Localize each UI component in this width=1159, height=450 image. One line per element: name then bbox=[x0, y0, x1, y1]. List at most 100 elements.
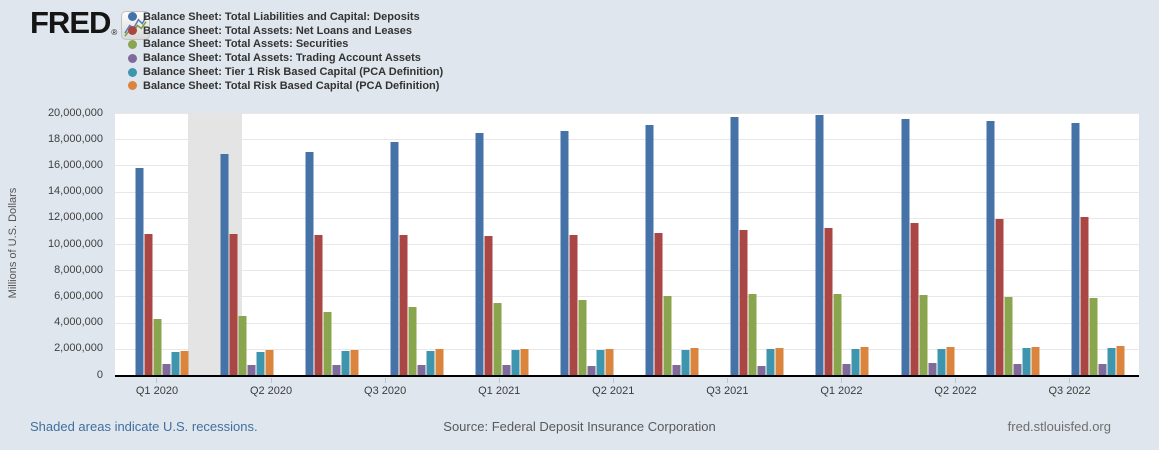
legend-item-4[interactable]: Balance Sheet: Tier 1 Risk Based Capital… bbox=[128, 65, 443, 79]
bar[interactable] bbox=[341, 351, 350, 375]
y-tick-label: 0 bbox=[96, 368, 103, 381]
y-tick-label: 12,000,000 bbox=[47, 211, 103, 224]
bar[interactable] bbox=[247, 365, 256, 375]
bar[interactable] bbox=[654, 233, 663, 375]
bar[interactable] bbox=[390, 142, 399, 375]
gridline bbox=[115, 348, 1139, 350]
bar[interactable] bbox=[1107, 348, 1116, 375]
bar[interactable] bbox=[815, 115, 824, 375]
bar[interactable] bbox=[435, 349, 444, 375]
bar[interactable] bbox=[332, 365, 341, 375]
legend-item-2[interactable]: Balance Sheet: Total Assets: Securities bbox=[128, 38, 443, 52]
bar[interactable] bbox=[417, 365, 426, 375]
bar[interactable] bbox=[1013, 364, 1022, 375]
bar[interactable] bbox=[1098, 364, 1107, 375]
legend-item-3[interactable]: Balance Sheet: Total Assets: Trading Acc… bbox=[128, 51, 443, 65]
bar[interactable] bbox=[910, 223, 918, 375]
bar[interactable] bbox=[153, 319, 162, 375]
legend-item-1[interactable]: Balance Sheet: Total Assets: Net Loans a… bbox=[128, 24, 443, 38]
bar[interactable] bbox=[475, 133, 484, 375]
bar[interactable] bbox=[824, 228, 833, 375]
bar[interactable] bbox=[730, 117, 739, 375]
bar[interactable] bbox=[220, 154, 229, 375]
gridline bbox=[115, 165, 1139, 167]
x-tick-mark bbox=[156, 378, 158, 383]
bar[interactable] bbox=[144, 234, 153, 375]
bar[interactable] bbox=[748, 294, 757, 375]
recession-note-link[interactable]: Shaded areas indicate U.S. recessions. bbox=[30, 419, 258, 434]
x-tick-label: Q1 2021 bbox=[478, 385, 521, 397]
bar[interactable] bbox=[399, 235, 408, 375]
bar[interactable] bbox=[766, 349, 775, 375]
bar[interactable] bbox=[238, 316, 247, 375]
bar[interactable] bbox=[1089, 298, 1098, 375]
legend-item-0[interactable]: Balance Sheet: Total Liabilities and Cap… bbox=[128, 10, 443, 24]
bar[interactable] bbox=[739, 230, 748, 375]
bar[interactable] bbox=[775, 348, 784, 375]
bar[interactable] bbox=[851, 349, 860, 375]
bar[interactable] bbox=[1116, 346, 1125, 375]
legend-label: Balance Sheet: Total Assets: Trading Acc… bbox=[143, 52, 421, 65]
bar[interactable] bbox=[229, 234, 238, 375]
bar-group-q2-2022 bbox=[901, 119, 954, 375]
bar[interactable] bbox=[426, 351, 435, 375]
bar[interactable] bbox=[937, 349, 945, 375]
site-link[interactable]: fred.stlouisfed.org bbox=[1007, 419, 1111, 434]
bar[interactable] bbox=[162, 364, 171, 375]
bar[interactable] bbox=[256, 352, 265, 375]
y-tick-label: 16,000,000 bbox=[47, 158, 103, 171]
bar[interactable] bbox=[995, 219, 1004, 375]
bar[interactable] bbox=[672, 365, 681, 375]
bar[interactable] bbox=[901, 119, 909, 375]
bar[interactable] bbox=[305, 152, 314, 375]
y-axis-tick-labels: 0 2,000,000 4,000,000 6,000,000 8,000,000 10,… bbox=[0, 107, 103, 381]
bar[interactable] bbox=[587, 366, 596, 375]
bar[interactable] bbox=[946, 347, 954, 375]
bar[interactable] bbox=[493, 303, 502, 375]
bar[interactable] bbox=[986, 121, 995, 375]
bar[interactable] bbox=[502, 365, 511, 375]
bar[interactable] bbox=[1071, 123, 1080, 375]
legend-item-5[interactable]: Balance Sheet: Total Risk Based Capital … bbox=[128, 79, 443, 93]
bar[interactable] bbox=[1022, 348, 1031, 375]
bar[interactable] bbox=[484, 236, 493, 375]
bar[interactable] bbox=[605, 349, 614, 375]
x-tick-mark bbox=[954, 378, 956, 383]
bar[interactable] bbox=[511, 350, 520, 375]
bar[interactable] bbox=[569, 235, 578, 375]
bar[interactable] bbox=[645, 125, 654, 375]
bar[interactable] bbox=[919, 295, 927, 375]
x-tick-mark bbox=[384, 378, 386, 383]
bar[interactable] bbox=[663, 296, 672, 375]
bar[interactable] bbox=[578, 300, 587, 375]
gridline bbox=[115, 217, 1139, 219]
bar[interactable] bbox=[314, 235, 323, 375]
bar[interactable] bbox=[560, 131, 569, 375]
bar[interactable] bbox=[690, 348, 699, 375]
bar[interactable] bbox=[171, 352, 180, 375]
legend-marker-icon bbox=[128, 67, 137, 77]
bar[interactable] bbox=[860, 347, 869, 375]
bar[interactable] bbox=[681, 350, 690, 375]
bar[interactable] bbox=[928, 363, 936, 375]
bar[interactable] bbox=[323, 312, 332, 375]
bar[interactable] bbox=[842, 364, 851, 375]
x-tick-mark bbox=[1069, 378, 1071, 383]
y-tick-label: 20,000,000 bbox=[47, 106, 103, 119]
bar[interactable] bbox=[757, 366, 766, 375]
legend-marker-icon bbox=[128, 81, 137, 91]
bar[interactable] bbox=[596, 350, 605, 375]
bar[interactable] bbox=[408, 307, 417, 375]
x-tick-label: Q2 2020 bbox=[249, 385, 293, 397]
bar[interactable] bbox=[833, 294, 842, 375]
bar[interactable] bbox=[350, 350, 359, 375]
bar[interactable] bbox=[1080, 217, 1089, 375]
bar[interactable] bbox=[180, 351, 189, 375]
bar[interactable] bbox=[1004, 297, 1013, 375]
bar[interactable] bbox=[265, 350, 274, 375]
bar[interactable] bbox=[135, 168, 144, 375]
bar[interactable] bbox=[1031, 347, 1040, 375]
bar[interactable] bbox=[520, 349, 529, 375]
bar-group-q3-2020 bbox=[305, 152, 359, 375]
